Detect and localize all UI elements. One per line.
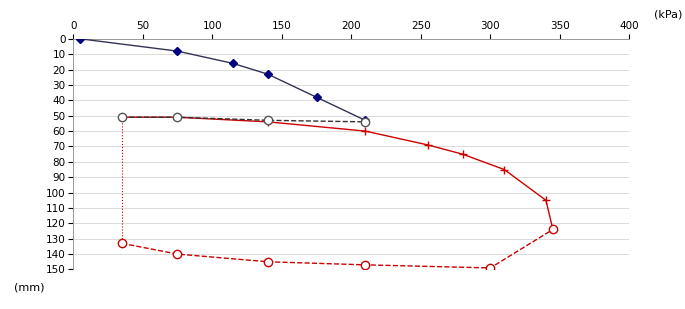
Text: (kPa): (kPa) — [654, 9, 682, 19]
Text: (mm): (mm) — [14, 282, 45, 292]
